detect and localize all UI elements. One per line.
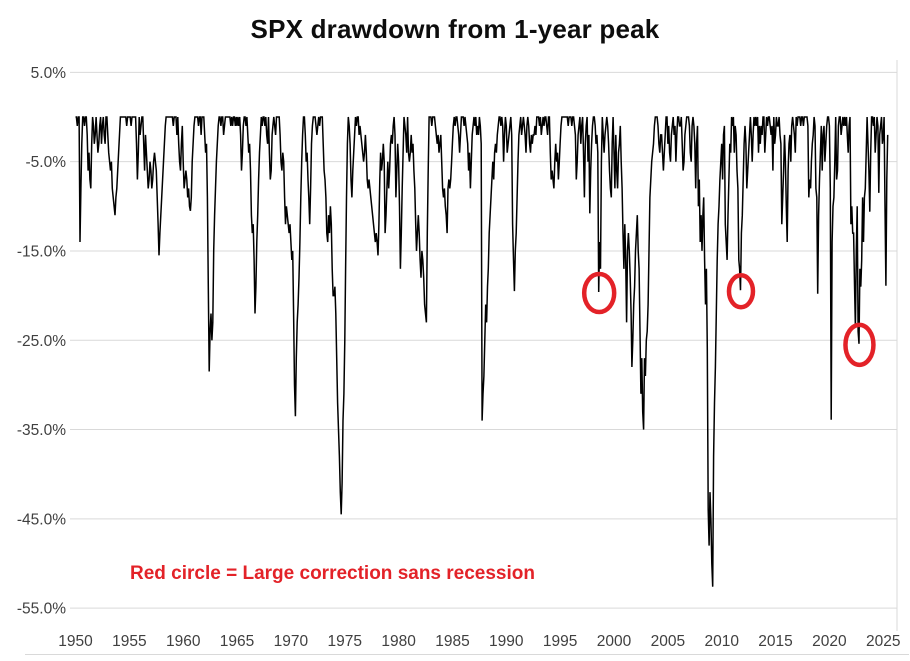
y-axis-tick-label: -35.0% [17, 422, 66, 439]
x-axis-tick-label: 1995 [543, 633, 577, 650]
y-axis-tick-label: -55.0% [17, 601, 66, 618]
x-axis-tick-label: 1960 [166, 633, 201, 650]
drawdown-series-line [75, 116, 889, 587]
x-axis-tick-label: 1965 [220, 633, 254, 650]
y-axis-tick-label: -25.0% [17, 333, 66, 350]
y-axis-tick-label: -15.0% [17, 243, 66, 260]
large-correction-circle [843, 322, 876, 368]
x-axis-tick-label: 1975 [328, 633, 362, 650]
large-correction-circle [726, 272, 756, 310]
x-axis-tick-label: 2000 [597, 633, 632, 650]
x-axis-tick-label: 1955 [112, 633, 146, 650]
x-axis-tick-label: 1970 [274, 633, 309, 650]
chart-title: SPX drawdown from 1-year peak [250, 14, 660, 44]
x-axis-tick-label: 1990 [489, 633, 524, 650]
large-correction-circle [581, 271, 617, 315]
y-axis-tick-label: 5.0% [31, 65, 67, 82]
y-axis-tick-label: -5.0% [26, 154, 67, 171]
legend-note: Red circle = Large correction sans reces… [130, 563, 535, 584]
x-axis-tick-label: 2015 [758, 633, 792, 650]
x-axis-tick-label: 2025 [866, 633, 900, 650]
x-axis-tick-label: 1985 [435, 633, 469, 650]
x-axis-tick-label: 1980 [381, 633, 416, 650]
x-axis-tick-label: 2005 [651, 633, 685, 650]
y-axis-tick-label: -45.0% [17, 511, 66, 528]
x-axis-tick-label: 1950 [58, 633, 93, 650]
x-axis-tick-label: 2010 [704, 633, 739, 650]
x-axis-tick-label: 2020 [812, 633, 847, 650]
